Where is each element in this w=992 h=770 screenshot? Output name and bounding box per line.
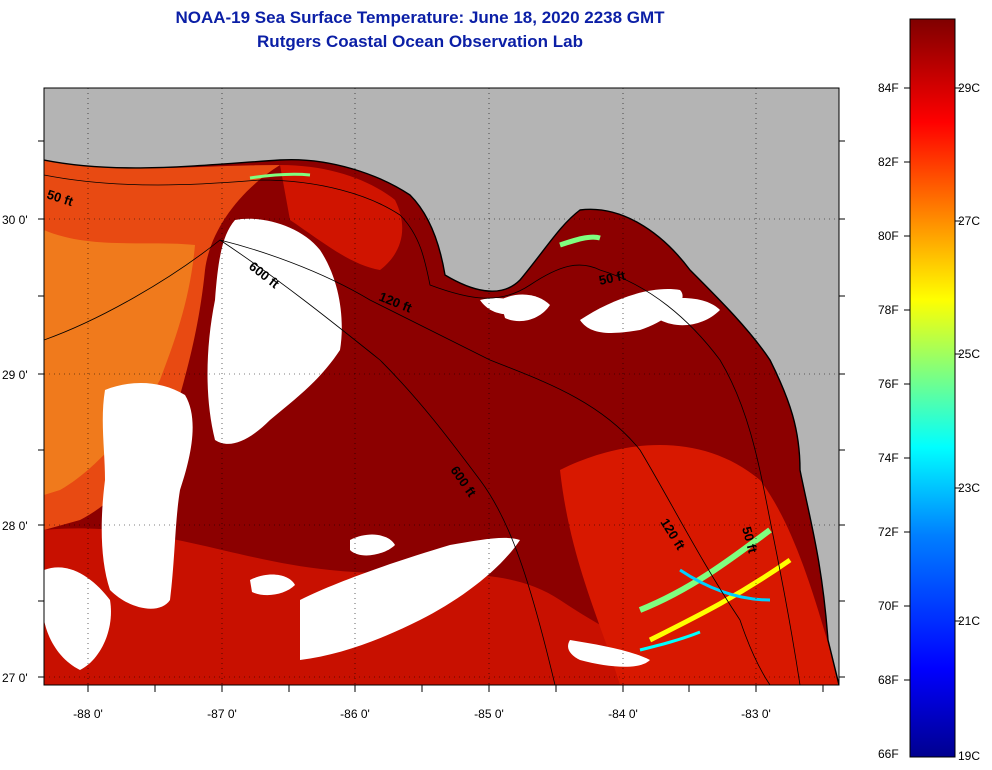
- colorbar-ticks: [904, 87, 961, 681]
- sea-red-north: [280, 165, 403, 270]
- colorbar-c-label: 19C: [958, 749, 980, 763]
- cool-streaks: [249, 172, 792, 652]
- colorbar-c-label: 25C: [958, 347, 980, 361]
- colorbar-f-label: 80F: [878, 229, 899, 243]
- colorbar-f-label: 76F: [878, 377, 899, 391]
- colorbar-c-label: 29C: [958, 81, 980, 95]
- lon-label: -84 0': [608, 707, 638, 721]
- lon-label: -86 0': [340, 707, 370, 721]
- lat-label: 30 0': [2, 213, 28, 227]
- colorbar-f-label: 82F: [878, 155, 899, 169]
- sea-orange-west: [44, 230, 195, 495]
- colorbar-c-label: 23C: [958, 481, 980, 495]
- colorbar-f-label: 74F: [878, 451, 899, 465]
- colorbar-f-label: 68F: [878, 673, 899, 687]
- colorbar-f-label: 72F: [878, 525, 899, 539]
- colorbar-c-label: 21C: [958, 614, 980, 628]
- map-title: NOAA-19 Sea Surface Temperature: June 18…: [175, 8, 665, 27]
- contour-label-50ft-east: 50 ft: [598, 268, 628, 288]
- map-frame: [43, 87, 840, 686]
- lon-label: -88 0': [73, 707, 103, 721]
- contour-lines: [44, 174, 801, 685]
- sst-map: 50 ft 600 ft 120 ft 50 ft 600 ft 120 ft …: [44, 88, 839, 685]
- lat-label: 29 0': [2, 368, 28, 382]
- lon-label: -83 0': [741, 707, 771, 721]
- cloud-mask: [44, 218, 720, 670]
- sea-red-se: [560, 445, 839, 685]
- contour-label-50ft-south: 50 ft: [739, 525, 761, 555]
- colorbar-f-label: 66F: [878, 747, 899, 761]
- lat-label: 28 0': [2, 519, 28, 533]
- lon-label: -85 0': [474, 707, 504, 721]
- coastline: [44, 158, 839, 685]
- map-subtitle: Rutgers Coastal Ocean Observation Lab: [257, 32, 583, 51]
- colorbar: [909, 18, 956, 758]
- lat-label: 27 0': [2, 671, 28, 685]
- colorbar-f-label: 84F: [878, 81, 899, 95]
- colorbar-f-label: 78F: [878, 303, 899, 317]
- colorbar-f-label: 70F: [878, 599, 899, 613]
- colorbar-c-label: 27C: [958, 214, 980, 228]
- axis-ticks: [38, 140, 845, 692]
- lon-label: -87 0': [207, 707, 237, 721]
